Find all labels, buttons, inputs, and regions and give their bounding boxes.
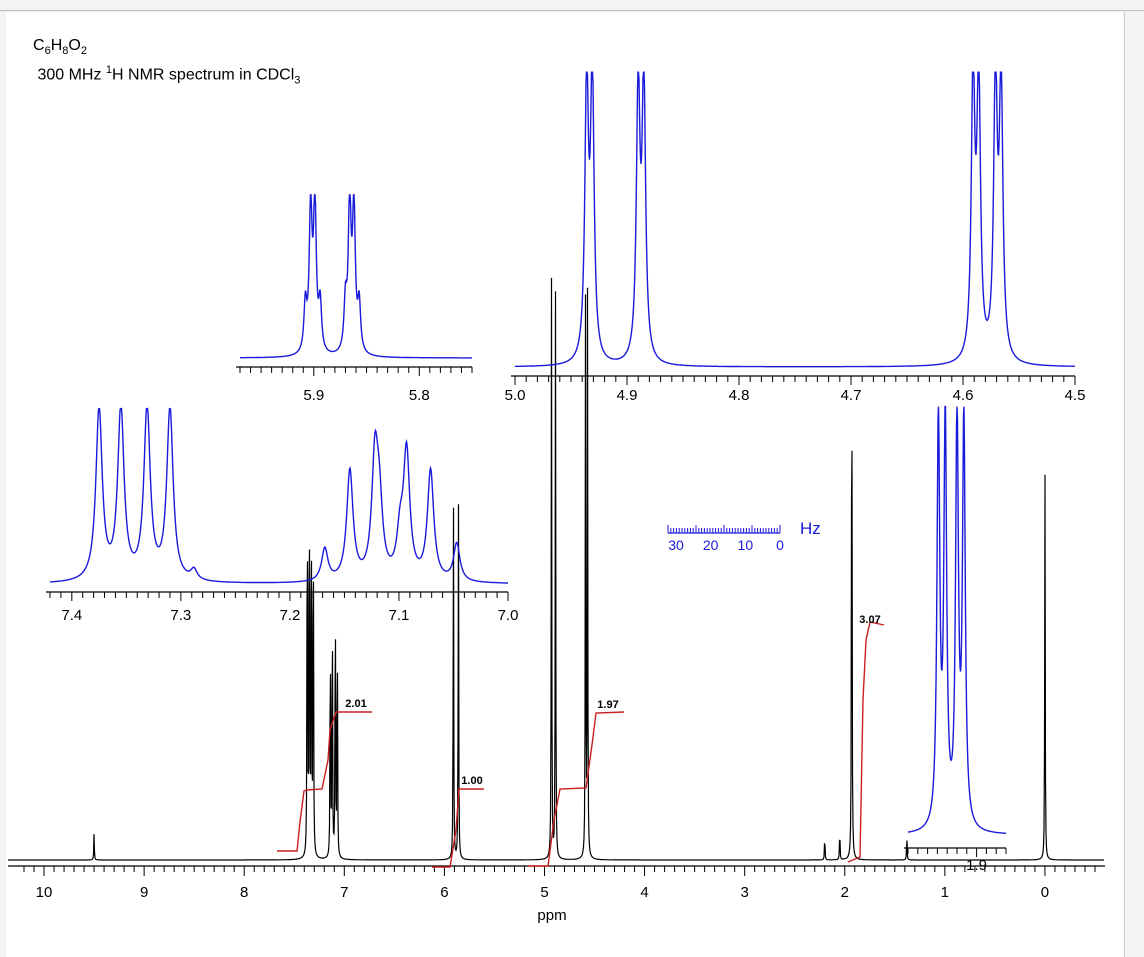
main-tick-label: 6 [440,884,448,901]
inset-tick-label: 4.7 [841,387,862,404]
main-tick-label: 10 [36,884,53,901]
inset-tick-label: 1.9 [966,857,987,874]
main-tick-label: 5 [540,884,548,901]
inset-tick-label: 7.4 [61,607,82,624]
inset-spectrum-line [515,71,1075,368]
formula-title: C6H8O2 [33,37,87,58]
main-spectrum-line [8,277,1104,861]
main-tick-label: 7 [340,884,348,901]
main-tick-label: 8 [240,884,248,901]
inset-59-group: 5.9 5.8 [236,194,473,404]
hz-scale-label: 20 [703,537,719,553]
main-tick-label: 2 [841,884,849,901]
hz-unit-label: Hz [800,519,821,538]
plot-panel [6,12,1123,957]
integral-label: 2.01 [345,698,366,710]
integral-label: 1.00 [461,775,482,787]
hz-scale-label: 30 [668,537,684,553]
main-tick-label: 3 [740,884,748,901]
inset-spectrum-line [240,194,472,359]
main-tick-label: 1 [941,884,949,901]
inset-spectrum-line [907,405,1006,834]
chart-title: C6H8O2 300 MHz 1H NMR spectrum in CDCl3 [33,36,300,91]
inset-19-group: 1.9 [904,405,1007,874]
inset-7-group: 7.4 7.3 7.2 7.1 7.0 [46,407,519,624]
hz-scale-label: 10 [738,537,754,553]
inset-tick-label: 5.9 [303,387,324,404]
main-tick-label: 4 [640,884,648,901]
inset-tick-label: 7.2 [279,607,300,624]
right-border [1124,10,1125,957]
inset-tick-label: 4.5 [1065,387,1086,404]
integral-label: 1.97 [597,699,618,711]
inset-48-group: 5.0 4.9 4.8 4.7 4.6 4.5 [505,71,1086,404]
inset-tick-label: 7.0 [498,607,519,624]
main-tick-label: 9 [140,884,148,901]
x-axis-label: ppm [537,907,566,924]
inset-tick-label: 4.9 [617,387,638,404]
inset-tick-label: 4.8 [729,387,750,404]
inset-spectrum-line [50,407,508,584]
integral-label: 3.07 [859,614,880,626]
integral-curve [847,621,885,863]
integral-curve [432,788,484,868]
hz-scale-label: 0 [776,537,784,553]
integral-curve [277,711,372,852]
inset-tick-label: 5.8 [409,387,430,404]
inset-tick-label: 7.3 [170,607,191,624]
spectrum-subtitle: 300 MHz 1H NMR spectrum in CDCl3 [37,64,301,87]
inset-tick-label: 7.1 [389,607,410,624]
integral-curve [528,711,625,867]
top-border [0,10,1144,11]
inset-tick-label: 5.0 [505,387,526,404]
main-tick-label: 0 [1041,884,1049,901]
inset-tick-label: 4.6 [953,387,974,404]
